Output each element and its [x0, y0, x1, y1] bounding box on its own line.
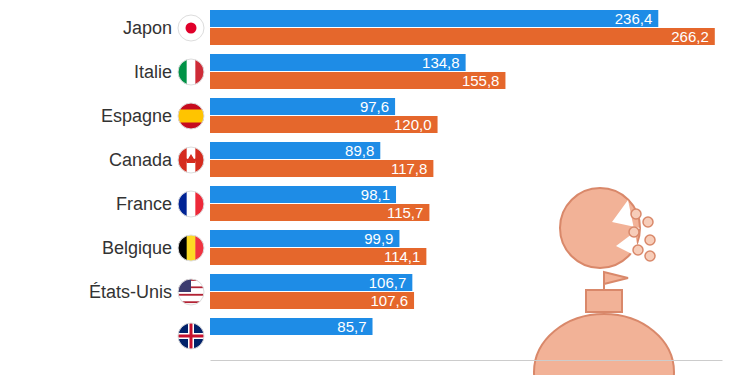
- data-label: 134,8: [422, 54, 460, 71]
- flag-part: [190, 323, 193, 349]
- crumb: [643, 217, 653, 227]
- flag-outline: [178, 191, 204, 217]
- flag-part: [178, 323, 204, 349]
- flags: [178, 15, 205, 349]
- bar: [210, 318, 373, 335]
- bar: [210, 116, 438, 133]
- bar: [210, 98, 395, 115]
- illustration: [534, 188, 674, 375]
- category-label: France: [116, 194, 172, 214]
- flag-outline: [178, 279, 204, 305]
- flag-outline: [178, 235, 204, 261]
- jar-body: [534, 314, 674, 375]
- flag-outline: [178, 59, 204, 85]
- y-tick: Italie: [134, 62, 172, 82]
- data-label: 155,8: [462, 72, 500, 89]
- flag: [178, 147, 205, 173]
- category-label: Belgique: [102, 238, 172, 258]
- x-axis: [211, 360, 723, 361]
- y-tick: France: [116, 194, 172, 214]
- bar: [210, 72, 505, 89]
- bar: [210, 248, 426, 265]
- flag-part: [187, 59, 196, 85]
- bars: [210, 10, 715, 335]
- flag-part: [187, 235, 196, 261]
- jar-flag: [604, 272, 628, 290]
- y-tick: Canada: [109, 150, 173, 170]
- flag: [178, 323, 204, 349]
- flag-part: [178, 103, 204, 129]
- category-label: Espagne: [101, 106, 172, 126]
- flag-part: [178, 59, 187, 85]
- category-label: Italie: [134, 62, 172, 82]
- data-label: 99,9: [364, 230, 393, 247]
- data-label: 117,8: [391, 160, 427, 177]
- flag-part: [178, 235, 187, 261]
- bar: [210, 160, 433, 177]
- y-tick: Japon: [123, 18, 172, 38]
- bar: [210, 292, 414, 309]
- flag-part: [178, 147, 187, 173]
- flag-outline: [178, 15, 204, 41]
- bar: [210, 274, 412, 291]
- bar: [210, 28, 715, 45]
- data-label: 115,7: [387, 204, 423, 221]
- jar-neck: [586, 290, 622, 312]
- flag: [178, 279, 204, 305]
- y-tick: Belgique: [102, 238, 172, 258]
- flag-part: [187, 191, 196, 217]
- chart: 236,4 134,8 97,6 89,8 98,1 99,9 106,7 85,7 266,2…: [0, 0, 750, 375]
- data-label: 266,2: [671, 28, 709, 45]
- flag: [178, 191, 205, 217]
- data-label: 114,1: [384, 248, 420, 265]
- y-tick: Espagne: [101, 106, 172, 126]
- flag-part: [185, 154, 197, 163]
- data-label: 236,4: [615, 10, 653, 27]
- data-label: 98,1: [361, 186, 390, 203]
- crumb: [631, 209, 641, 219]
- flag-part: [178, 191, 187, 217]
- y-tick: États-Unis: [89, 282, 172, 302]
- x-axis-line: [211, 360, 723, 361]
- category-label: Canada: [109, 150, 173, 170]
- data-label: 107,6: [370, 292, 408, 309]
- flag-outline: [178, 103, 204, 129]
- bar: [210, 142, 380, 159]
- y-axis: Japon Italie Espagne Canada France Belgique Ét…: [89, 18, 173, 336]
- bar: [210, 10, 658, 27]
- flag-outline: [178, 323, 204, 349]
- data-label: 85,7: [337, 318, 366, 335]
- crumb: [645, 235, 655, 245]
- flag-part: [178, 292, 204, 294]
- flag: [178, 235, 205, 261]
- flag-part: [178, 296, 204, 298]
- crumb: [629, 227, 639, 237]
- flag-part: [178, 110, 204, 123]
- bar: [210, 230, 399, 247]
- category-label: États-Unis: [89, 282, 172, 302]
- data-label: 106,7: [369, 274, 407, 291]
- flag-part: [178, 298, 204, 300]
- bar: [210, 54, 466, 71]
- flag-outline: [178, 147, 204, 173]
- category-label: Japon: [123, 18, 172, 38]
- bar: [210, 204, 429, 221]
- flag-part: [178, 294, 204, 296]
- flag-part: [178, 15, 204, 41]
- flag: [178, 103, 204, 129]
- data-label: 120,0: [394, 116, 432, 133]
- bar: [210, 186, 396, 203]
- data-label: 89,8: [345, 142, 374, 159]
- crumb: [633, 245, 643, 255]
- flag-part: [186, 23, 197, 34]
- coin-shape: [560, 188, 640, 268]
- flag: [178, 15, 204, 41]
- crumb: [645, 251, 655, 261]
- flag: [178, 59, 205, 85]
- data-label: 97,6: [360, 98, 389, 115]
